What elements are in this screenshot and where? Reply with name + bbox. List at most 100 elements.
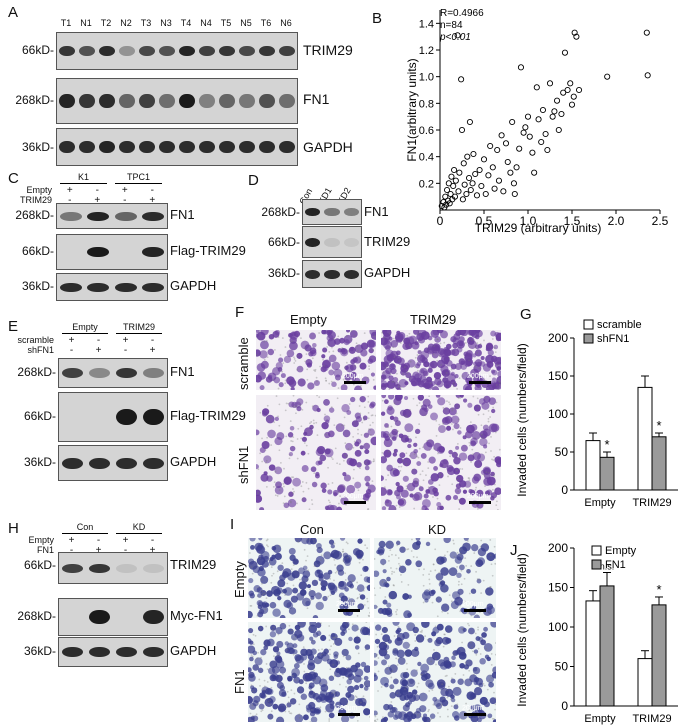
cell (339, 337, 346, 344)
cell (257, 625, 264, 632)
cell (289, 341, 298, 351)
sign: - (123, 195, 127, 206)
pore (427, 710, 430, 713)
pore (260, 582, 263, 585)
pore (302, 646, 305, 649)
cell (250, 715, 255, 721)
cell (441, 369, 450, 378)
pore (416, 354, 419, 356)
pore (440, 704, 443, 706)
pore (290, 440, 293, 442)
cell (297, 622, 306, 628)
pore (449, 698, 452, 701)
pore (355, 588, 358, 590)
cell (331, 381, 337, 388)
cell (421, 505, 428, 510)
scatter-point (445, 180, 452, 187)
sign: + (122, 335, 129, 346)
cell (398, 378, 408, 388)
cell (308, 690, 314, 695)
y-tick-label-b: 0.4 (419, 152, 434, 164)
band (99, 141, 115, 153)
cell (307, 659, 315, 666)
pore (429, 570, 432, 573)
pore (281, 337, 284, 339)
cell (422, 398, 431, 407)
cell (481, 632, 487, 638)
cell (444, 349, 452, 357)
pore (467, 477, 470, 479)
pore (412, 397, 415, 400)
pore (292, 638, 295, 640)
cell (381, 659, 388, 666)
pore (477, 405, 480, 408)
pore (266, 668, 269, 671)
sign: + (66, 185, 73, 196)
pore (298, 624, 301, 627)
pore (464, 342, 467, 344)
pore (457, 498, 460, 501)
cell (283, 355, 292, 364)
pore (377, 690, 379, 692)
cell (334, 637, 343, 646)
cell (395, 395, 403, 401)
pore (438, 423, 441, 426)
pore (375, 633, 378, 636)
pore (387, 426, 390, 429)
cell (487, 349, 494, 356)
pore (371, 421, 374, 424)
cell (468, 627, 475, 635)
cell (288, 451, 294, 457)
cell (456, 646, 466, 656)
band (219, 94, 235, 108)
pore (260, 710, 263, 713)
pore (447, 475, 449, 478)
cell (307, 382, 315, 390)
cell (457, 430, 462, 435)
pore (328, 625, 331, 627)
cell (354, 449, 362, 457)
cell (337, 485, 345, 494)
pore (466, 715, 469, 718)
sign: + (68, 335, 75, 346)
pore (269, 703, 272, 706)
pore (327, 595, 330, 598)
cell (248, 696, 254, 704)
pore (474, 489, 477, 491)
band (142, 247, 165, 257)
pore (313, 422, 315, 425)
cell (384, 423, 389, 428)
cell (318, 460, 323, 465)
cell (328, 675, 335, 682)
pore (299, 404, 302, 407)
pore (305, 401, 308, 404)
scale-label: 200μm (462, 705, 484, 712)
pore (281, 370, 284, 373)
pore (273, 421, 276, 424)
cell (299, 589, 307, 597)
cell (433, 345, 440, 351)
pore (345, 503, 347, 506)
pore (475, 570, 477, 573)
pore (318, 396, 321, 399)
cell (294, 538, 302, 543)
label-gapdh-h: GAPDH (170, 643, 217, 658)
cell (256, 374, 262, 383)
cell (490, 622, 496, 628)
pore (359, 412, 362, 415)
scatter-point (491, 185, 498, 192)
cell (437, 659, 446, 667)
cell (260, 340, 269, 350)
pore (486, 688, 489, 691)
pore (424, 414, 427, 417)
col-label-trim29-f: TRIM29 (410, 312, 457, 327)
pore (261, 460, 264, 463)
cell (327, 489, 333, 495)
micrograph-f-empty-scramble: 200μm (256, 330, 376, 390)
pore (319, 622, 322, 625)
pore (446, 400, 448, 403)
cell (414, 646, 419, 652)
pore (405, 463, 408, 466)
pore (450, 600, 453, 603)
cell (291, 668, 301, 677)
